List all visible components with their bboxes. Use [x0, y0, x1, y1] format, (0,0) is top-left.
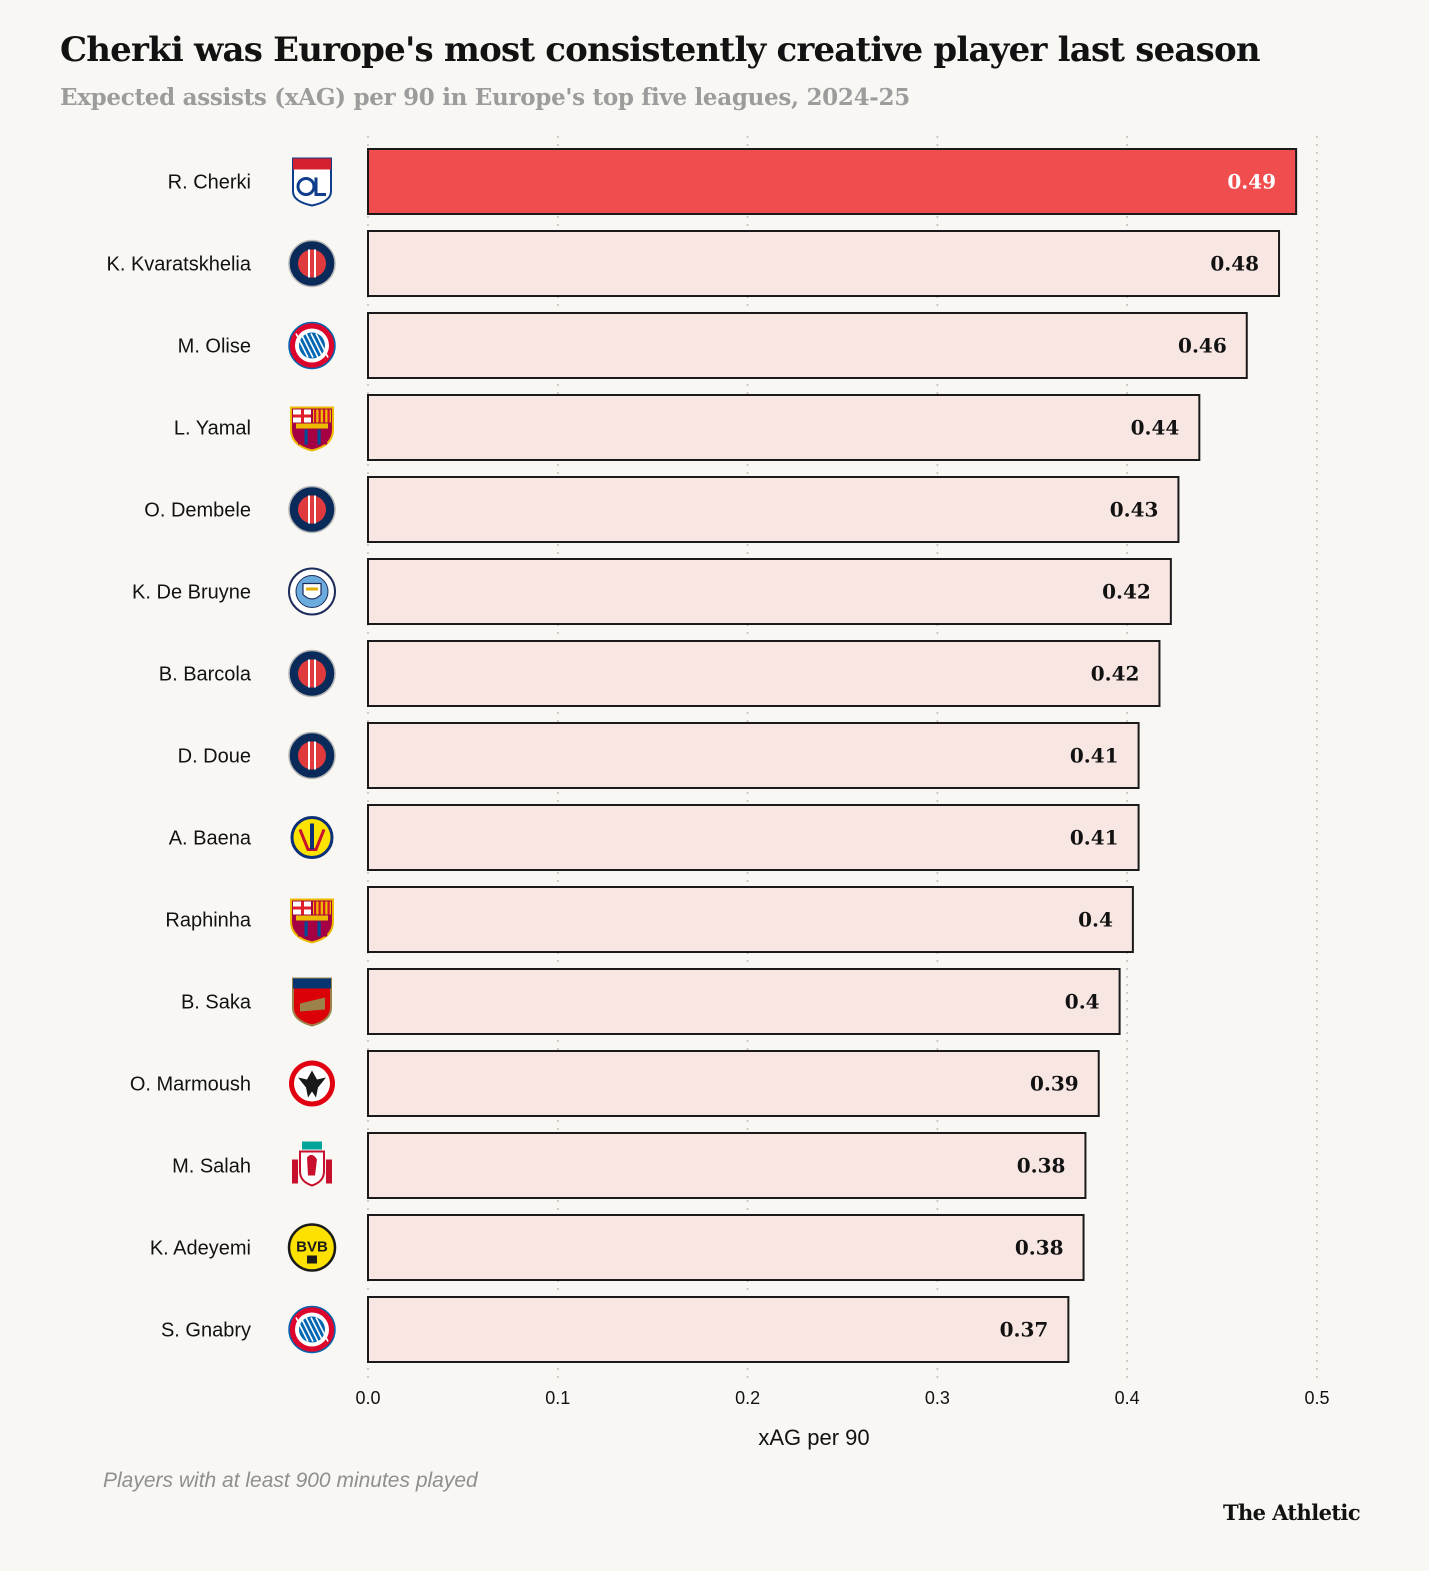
bar-row: R. Cherki 0.49	[168, 148, 1298, 215]
bar	[367, 804, 1140, 871]
psg-badge-icon	[288, 239, 336, 288]
bar-chart: R. Cherki 0.49 K. Kvaratskhelia 0.48 M. Olis…	[106, 136, 1330, 1450]
bar	[367, 394, 1201, 461]
data-label: 0.43	[1110, 498, 1159, 522]
bar	[367, 476, 1180, 543]
category-label: K. Kvaratskhelia	[106, 254, 251, 276]
bars: R. Cherki 0.49 K. Kvaratskhelia 0.48 M. Olis…	[106, 148, 1298, 1363]
category-label: M. Salah	[172, 1156, 251, 1178]
bayern-badge-icon	[288, 321, 336, 370]
dortmund-badge-icon: BVB	[287, 1223, 337, 1272]
category-label: D. Doue	[178, 746, 251, 768]
category-label: B. Barcola	[159, 664, 252, 686]
category-label: K. De Bruyne	[132, 582, 251, 604]
bar	[367, 640, 1161, 707]
footnote: Players with at least 900 minutes played	[103, 1469, 478, 1492]
x-tick-label: 0.5	[1304, 1388, 1329, 1408]
arsenal-badge-icon	[292, 977, 332, 1027]
data-label: 0.46	[1178, 334, 1227, 358]
bar	[367, 1214, 1085, 1281]
psg-badge-icon	[288, 649, 336, 698]
bar-row: M. Olise 0.46	[178, 312, 1248, 379]
data-label: 0.37	[1000, 1318, 1049, 1342]
bar-row: O. Marmoush 0.39	[130, 1050, 1100, 1117]
bar-row: B. Saka 0.4	[181, 968, 1121, 1035]
bayern-badge-icon	[288, 1305, 336, 1354]
data-label: 0.4	[1078, 908, 1113, 932]
data-label: 0.44	[1131, 416, 1180, 440]
psg-badge-icon	[288, 485, 336, 534]
category-label: K. Adeyemi	[150, 1238, 251, 1260]
publisher-logo: The Athletic	[1222, 1500, 1361, 1525]
bar-row: K. Adeyemi BVB 0.38	[150, 1214, 1085, 1281]
category-label: R. Cherki	[168, 172, 251, 194]
villarreal-badge-icon	[290, 816, 334, 859]
bar-row: O. Dembele 0.43	[144, 476, 1180, 543]
bar	[367, 1050, 1100, 1117]
data-label: 0.39	[1030, 1072, 1079, 1096]
bar-row: D. Doue 0.41	[178, 722, 1140, 789]
x-tick-label: 0.4	[1115, 1388, 1140, 1408]
category-label: O. Dembele	[144, 500, 251, 522]
data-label: 0.41	[1070, 826, 1119, 850]
x-axis-ticks: 0.0 0.1 0.2 0.3 0.4 0.5	[355, 1388, 1329, 1408]
category-label: M. Olise	[178, 336, 251, 358]
bar	[367, 1132, 1087, 1199]
liverpool-badge-icon	[292, 1141, 332, 1187]
chart-subtitle: Expected assists (xAG) per 90 in Europe'…	[60, 84, 910, 111]
x-tick-label: 0.0	[355, 1388, 380, 1408]
x-axis-label: xAG per 90	[758, 1425, 869, 1450]
barcelona-badge-icon	[290, 898, 334, 944]
data-label: 0.4	[1065, 990, 1100, 1014]
data-label: 0.49	[1227, 170, 1276, 194]
bar	[367, 1296, 1070, 1363]
bar	[367, 722, 1140, 789]
bar-row: S. Gnabry 0.37	[161, 1296, 1070, 1363]
bar	[367, 886, 1134, 953]
bar	[367, 230, 1281, 297]
category-label: S. Gnabry	[161, 1320, 251, 1342]
svg-text:BVB: BVB	[296, 1239, 328, 1256]
bar-row: L. Yamal 0.44	[174, 394, 1201, 461]
bar-row: A. Baena 0.41	[169, 804, 1140, 871]
category-label: L. Yamal	[174, 418, 251, 440]
data-label: 0.38	[1017, 1154, 1066, 1178]
data-label: 0.38	[1015, 1236, 1064, 1260]
x-tick-label: 0.3	[925, 1388, 950, 1408]
data-label: 0.42	[1091, 662, 1140, 686]
category-label: B. Saka	[181, 992, 252, 1014]
bar-row: K. De Bruyne 0.42	[132, 558, 1172, 625]
category-label: Raphinha	[165, 910, 252, 932]
data-label: 0.42	[1102, 580, 1151, 604]
psg-badge-icon	[288, 731, 336, 780]
bar-row: B. Barcola 0.42	[159, 640, 1161, 707]
bar	[367, 312, 1248, 379]
frankfurt-badge-icon	[289, 1060, 335, 1107]
bar	[367, 558, 1172, 625]
chart-title: Cherki was Europe's most consistently cr…	[60, 30, 1261, 70]
bar-row: Raphinha 0.4	[165, 886, 1134, 953]
bar	[367, 968, 1121, 1035]
x-tick-label: 0.1	[545, 1388, 570, 1408]
x-tick-label: 0.2	[735, 1388, 760, 1408]
lyon-badge-icon	[292, 157, 332, 207]
bar	[367, 148, 1298, 215]
data-label: 0.48	[1210, 252, 1259, 276]
bar-row: M. Salah 0.38	[172, 1132, 1087, 1199]
bar-row: K. Kvaratskhelia 0.48	[106, 230, 1281, 297]
category-label: A. Baena	[169, 828, 252, 850]
barcelona-badge-icon	[290, 406, 334, 452]
man-city-badge-icon	[288, 567, 336, 616]
data-label: 0.41	[1070, 744, 1119, 768]
category-label: O. Marmoush	[130, 1074, 251, 1096]
